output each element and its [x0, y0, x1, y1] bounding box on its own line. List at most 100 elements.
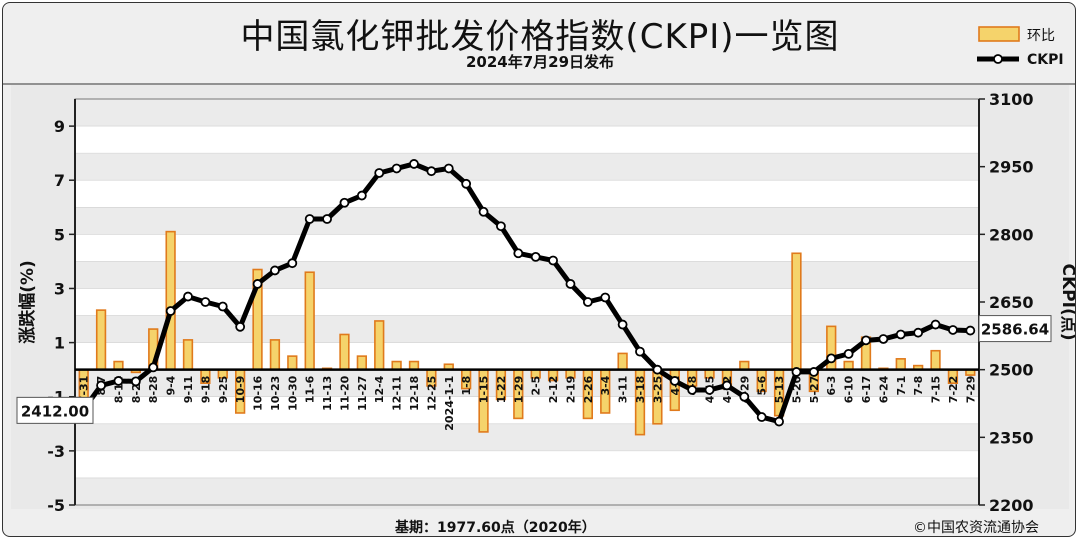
category-label: 1-15 — [478, 376, 491, 404]
category-label: 7-1 — [895, 376, 908, 396]
ckpi-point — [130, 376, 141, 387]
legend-bar-label: 环比 — [1027, 28, 1055, 44]
category-label: 9-25 — [217, 376, 230, 404]
ckpi-point — [443, 163, 454, 174]
ckpi-point — [895, 329, 906, 340]
ckpi-point — [183, 291, 193, 302]
ckpi-point — [739, 391, 750, 402]
ckpi-point — [304, 214, 315, 224]
category-label: 12-25 — [425, 376, 438, 411]
ckpi-point — [791, 367, 802, 377]
ckpi-point — [235, 321, 246, 332]
start-value-label: 2412.00 — [21, 402, 89, 420]
ckpi-point — [687, 385, 698, 395]
category-label: 7-15 — [930, 376, 943, 404]
bar — [895, 358, 906, 371]
bar — [356, 355, 367, 371]
chart-subtitle: 2024年7月29日发布 — [465, 53, 615, 71]
ckpi-point — [513, 248, 524, 259]
end-value-label: 2586.64 — [981, 321, 1049, 339]
ckpi-point — [913, 327, 924, 338]
grid-band — [75, 261, 979, 289]
ckpi-point — [356, 190, 367, 201]
ckpi-point — [391, 163, 402, 174]
footer-copyright: ©中国农资流通协会 — [913, 520, 1039, 536]
chart-title: 中国氯化钾批发价格指数(CKPI)一览图 — [240, 17, 840, 57]
ckpi-point — [409, 159, 419, 169]
start-value-box — [16, 396, 94, 424]
left-tick-label: 9 — [54, 117, 65, 136]
category-label: 8-28 — [147, 376, 160, 404]
category-label: 1-29 — [512, 376, 525, 404]
ckpi-point — [322, 214, 332, 224]
ckpi-point — [635, 346, 645, 357]
ckpi-point — [478, 206, 489, 217]
category-label: 6-17 — [860, 376, 873, 404]
bar — [165, 230, 176, 371]
ckpi-point — [808, 367, 819, 377]
category-label: 10-23 — [269, 376, 282, 411]
ckpi-point — [652, 364, 663, 375]
ckpi-point — [600, 292, 611, 303]
bar — [304, 271, 315, 371]
bar — [617, 352, 628, 371]
category-label: 3-18 — [634, 376, 647, 404]
right-tick-label: 2350 — [989, 428, 1034, 447]
right-tick-label: 2650 — [989, 293, 1034, 312]
right-tick-label: 3100 — [989, 90, 1034, 109]
ckpi-point — [339, 197, 350, 208]
ckpi-line — [81, 161, 971, 425]
right-tick-label: 2500 — [989, 361, 1034, 380]
category-label: 1-8 — [460, 376, 473, 396]
left-tick-label: -3 — [47, 442, 65, 461]
ckpi-point — [861, 335, 871, 346]
ckpi-point — [756, 412, 767, 422]
end-value-box — [978, 315, 1052, 343]
category-label: 12-11 — [391, 376, 404, 411]
chart-svg: -5-3-1135792200235025002650280029503100涨… — [3, 26, 1075, 515]
left-tick-label: 7 — [54, 171, 65, 190]
category-label: 5-13 — [773, 376, 786, 404]
category-label: 2-19 — [564, 376, 577, 404]
ckpi-point — [930, 319, 941, 330]
category-label: 9-4 — [165, 375, 178, 395]
category-label: 10-30 — [286, 375, 299, 411]
category-label: 1-22 — [495, 376, 508, 404]
right-tick-label: 2950 — [989, 158, 1034, 177]
left-tick-label: 1 — [54, 334, 65, 353]
bar — [95, 309, 107, 371]
ckpi-point — [722, 380, 732, 391]
ckpi-point — [530, 251, 541, 262]
ckpi-point — [617, 319, 628, 330]
category-label: 6-24 — [877, 375, 890, 403]
left-axis-title: 涨跌幅(%) — [17, 260, 38, 344]
category-label: 6-3 — [825, 376, 838, 396]
grid-band — [75, 99, 979, 127]
category-label: 2-12 — [547, 376, 560, 404]
ckpi-point — [165, 306, 176, 316]
category-label: 7-22 — [947, 376, 960, 404]
category-label: 11-20 — [338, 375, 351, 411]
category-label: 10-16 — [252, 375, 265, 411]
ckpi-point — [148, 362, 159, 373]
category-label: 9-18 — [199, 376, 212, 404]
ckpi-point — [565, 279, 576, 289]
bar — [791, 252, 802, 371]
legend-line-marker — [993, 54, 1003, 64]
bar — [374, 320, 385, 371]
footer-base-period: 基期：1977.60点（2020年） — [395, 520, 596, 536]
category-label: 3-4 — [599, 375, 612, 395]
bar — [930, 349, 941, 371]
legend-bar-swatch — [978, 26, 1020, 42]
category-label: 3-11 — [617, 376, 630, 404]
ckpi-point — [948, 325, 958, 335]
right-tick-label: 2800 — [989, 225, 1034, 244]
ckpi-point — [374, 168, 385, 178]
category-label: 2024-1-1 — [443, 376, 456, 431]
category-label: 7-29 — [964, 376, 977, 404]
category-label: 6-10 — [843, 375, 856, 403]
ckpi-point — [826, 353, 837, 364]
left-tick-label: 5 — [54, 225, 65, 244]
category-label: 12-18 — [408, 376, 421, 411]
legend: 环比 CKPI — [977, 26, 1064, 68]
